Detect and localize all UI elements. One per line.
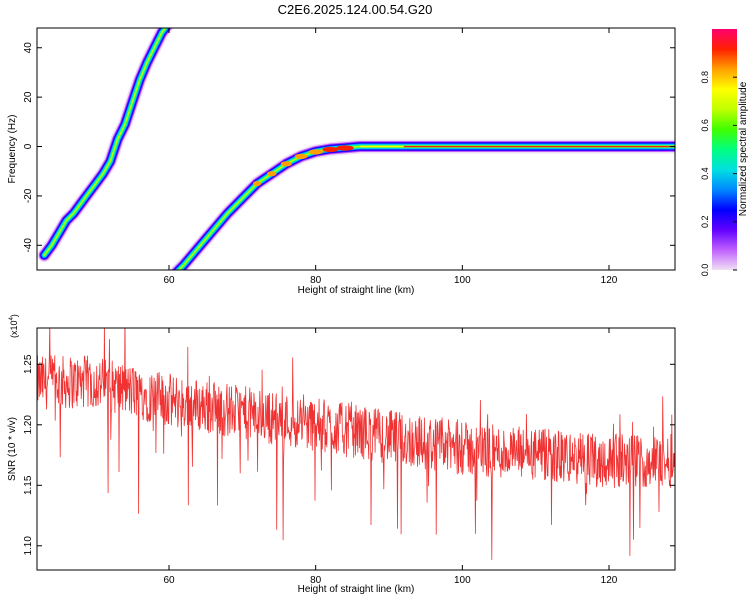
colorbar-ticks: 0.0 0.2 0.4 0.6 0.8 bbox=[700, 71, 737, 276]
colorbar-tick-label: 0.0 bbox=[700, 264, 710, 277]
y-tick-label: 1.20 bbox=[23, 415, 34, 435]
colorbar-tick-label: 0.6 bbox=[700, 119, 710, 132]
snr-y-ticks: 1.25 1.20 1.15 1.10 bbox=[23, 354, 675, 556]
chart-title: C2E6.2025.124.00.54.G20 bbox=[278, 2, 433, 17]
spectrogram-spot bbox=[322, 146, 339, 153]
snr-y-multiplier: (x104) bbox=[9, 314, 19, 338]
y-tick-label: 40 bbox=[23, 42, 34, 54]
x-tick-label: 120 bbox=[601, 575, 618, 586]
snr-series-line bbox=[37, 328, 675, 560]
spectrogram-frame bbox=[36, 27, 676, 271]
x-tick-label: 100 bbox=[454, 275, 471, 286]
spectrogram-x-axis-label: Height of straight line (km) bbox=[298, 285, 415, 296]
snr-y-axis-label: SNR (10 * v/v) bbox=[7, 417, 18, 481]
spectrogram-track-0 bbox=[43, 28, 167, 256]
spectrogram-spot bbox=[336, 145, 354, 151]
spectrogram-spot bbox=[308, 149, 323, 155]
spectrogram-y-ticks: 40 20 0 -20 -40 bbox=[23, 42, 675, 253]
x-tick-label: 80 bbox=[310, 575, 322, 586]
y-tick-label: -40 bbox=[23, 238, 34, 253]
snr-panel: 60 80 100 120 1.25 1.20 1.15 1.10 Height of st… bbox=[7, 314, 676, 595]
snr-x-ticks: 60 80 100 120 bbox=[163, 328, 618, 586]
snr-plot-area bbox=[37, 328, 675, 570]
colorbar-tick-label: 0.2 bbox=[700, 216, 710, 229]
spectrogram-spot bbox=[294, 153, 308, 160]
colorbar-tick-label: 0.8 bbox=[700, 71, 710, 84]
y-tick-label: 20 bbox=[23, 91, 34, 103]
x-tick-label: 60 bbox=[163, 275, 175, 286]
spectrogram-spot bbox=[280, 161, 292, 167]
snr-frame bbox=[36, 327, 676, 571]
spectrogram-spot bbox=[266, 171, 277, 177]
x-tick-label: 120 bbox=[601, 275, 618, 286]
y-tick-label: 0 bbox=[23, 143, 34, 149]
spectrogram-panel: 60 80 100 120 40 20 0 -20 -40 Height of straigh… bbox=[7, 27, 676, 296]
x-tick-label: 80 bbox=[310, 275, 322, 286]
y-tick-label: 1.10 bbox=[23, 536, 34, 556]
spectrogram-x-ticks: 60 80 100 120 bbox=[163, 28, 618, 286]
colorbar-label: Normalized spectral amplitude bbox=[738, 81, 749, 216]
colorbar: 0.0 0.2 0.4 0.6 0.8 Normalized spectral ampl… bbox=[700, 29, 749, 276]
y-tick-label: 1.25 bbox=[23, 354, 34, 374]
colorbar-tick-label: 0.4 bbox=[700, 167, 710, 180]
y-tick-label: 1.15 bbox=[23, 475, 34, 495]
x-tick-label: 100 bbox=[454, 575, 471, 586]
colorbar-scale bbox=[712, 29, 737, 270]
x-tick-label: 60 bbox=[163, 575, 175, 586]
spectrogram-tracks bbox=[37, 28, 675, 270]
y-tick-label: -20 bbox=[23, 188, 34, 203]
spectrogram-y-axis-label: Frequency (Hz) bbox=[7, 115, 18, 184]
snr-x-axis-label: Height of straight line (km) bbox=[298, 584, 415, 595]
spectrogram-spot bbox=[253, 180, 261, 187]
